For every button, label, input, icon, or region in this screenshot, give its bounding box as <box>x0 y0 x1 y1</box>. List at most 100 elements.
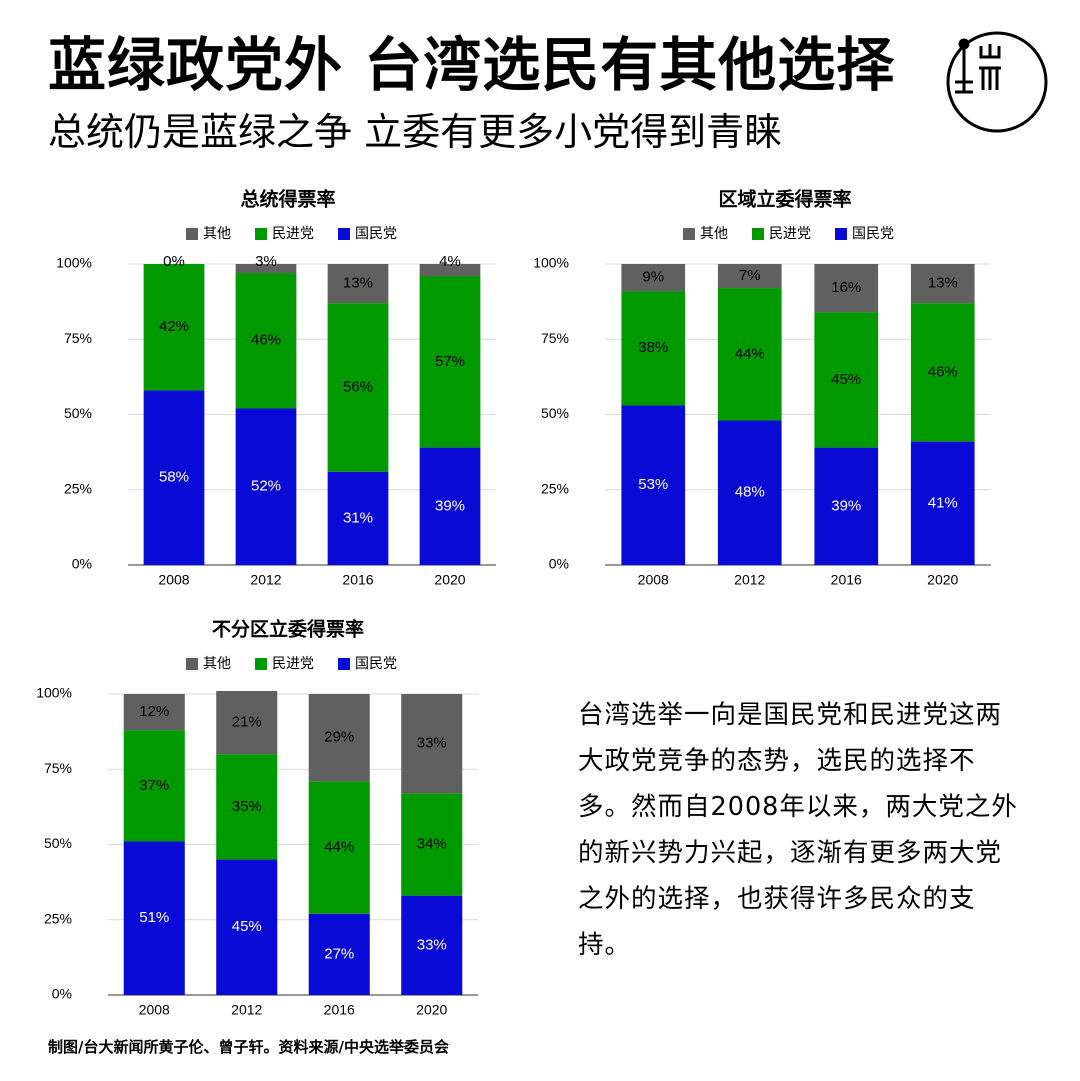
y-tick-label: 0% <box>549 556 569 572</box>
bar-segment-other <box>401 694 463 794</box>
bar-segment-other <box>123 694 185 731</box>
data-label-kmt: 31% <box>343 509 373 526</box>
y-tick-label: 25% <box>64 480 92 496</box>
y-tick-label: 0% <box>52 986 72 1002</box>
bar-segment-other <box>327 264 389 304</box>
x-tick-label: 2016 <box>342 572 373 588</box>
data-label-other: 13% <box>343 275 373 292</box>
data-label-kmt: 41% <box>928 494 958 511</box>
y-tick-label: 50% <box>44 835 72 851</box>
bar-segment-other <box>419 264 481 277</box>
data-label-other: 33% <box>417 735 447 752</box>
data-label-other: 29% <box>324 729 354 746</box>
data-label-kmt: 58% <box>159 469 189 486</box>
x-tick-label: 2008 <box>139 1002 170 1018</box>
bar-segment-dpp <box>216 754 278 860</box>
bar-segment-kmt <box>401 895 463 995</box>
data-label-other: 4% <box>439 253 461 270</box>
data-label-dpp: 44% <box>324 838 354 855</box>
y-tick-label: 25% <box>44 910 72 926</box>
bar-segment-kmt <box>235 408 297 565</box>
x-tick-label: 2008 <box>158 572 189 588</box>
bar-segment-dpp <box>621 291 686 406</box>
legend-label-kmt: 国民党 <box>852 226 894 242</box>
bar-segment-other <box>910 264 975 304</box>
data-label-dpp: 56% <box>343 378 373 395</box>
data-label-other: 3% <box>255 253 277 270</box>
duan-media-logo-icon <box>945 30 1049 134</box>
bar-segment-other <box>235 264 297 274</box>
bar-segment-dpp <box>910 303 975 442</box>
data-label-dpp: 46% <box>251 332 281 349</box>
bar-segment-dpp <box>235 273 297 409</box>
bar-segment-other <box>216 690 278 755</box>
bar-segment-kmt <box>717 420 782 565</box>
data-label-other: 16% <box>831 279 861 296</box>
data-label-dpp: 46% <box>928 363 958 380</box>
page-subtitle: 总统仍是蓝绿之争 立委有更多小党得到青睐 <box>48 110 783 154</box>
bar-segment-dpp <box>123 730 185 842</box>
data-label-kmt: 27% <box>324 945 354 962</box>
legend-swatch-kmt <box>338 658 350 670</box>
bar-segment-other <box>308 694 370 782</box>
data-label-dpp: 35% <box>232 798 262 815</box>
source-credit: 制图/台大新闻所黄子伦、曾子轩。资料来源/中央选举委员会 <box>48 1038 449 1056</box>
bar-segment-dpp <box>419 276 481 448</box>
x-tick-label: 2012 <box>250 572 281 588</box>
presidential-vote-share-chart: 总统得票率 其他 民进党 国民党 0% 25% 50% 75% 100% 58% 42% 0% 2008… <box>48 178 518 598</box>
data-label-other: 21% <box>232 714 262 731</box>
legend-swatch-dpp <box>752 228 764 240</box>
data-label-other: 7% <box>739 267 761 284</box>
x-tick-label: 2012 <box>734 572 765 588</box>
data-label-kmt: 33% <box>417 936 447 953</box>
legend-swatch-dpp <box>255 228 267 240</box>
data-label-dpp: 44% <box>735 345 765 362</box>
y-tick-label: 50% <box>541 405 569 421</box>
bar-segment-kmt <box>143 390 205 565</box>
bar-segment-other <box>814 264 879 313</box>
party-list-legislator-vote-share-chart: 不分区立委得票率 其他 民进党 国民党 0% 25% 50% 75% 100% 51% 37% 12%… <box>36 608 518 1028</box>
legend-swatch-other <box>683 228 695 240</box>
bar-segment-dpp <box>327 303 389 472</box>
chart-title: 不分区立委得票率 <box>212 618 364 641</box>
bar-segment-kmt <box>910 441 975 565</box>
legend-swatch-dpp <box>255 658 267 670</box>
bar-segment-dpp <box>143 264 205 391</box>
y-tick-label: 25% <box>541 480 569 496</box>
bar-segment-dpp <box>308 781 370 914</box>
data-label-other: 13% <box>928 275 958 292</box>
data-label-kmt: 45% <box>232 918 262 935</box>
bar-segment-kmt <box>621 405 686 565</box>
data-label-dpp: 37% <box>139 777 169 794</box>
bar-segment-kmt <box>814 447 879 565</box>
bar-segment-other <box>621 264 686 292</box>
legend-swatch-other <box>186 658 198 670</box>
bar-segment-other <box>717 264 782 289</box>
legend-label-other: 其他 <box>203 656 231 672</box>
bar-segment-dpp <box>814 312 879 448</box>
y-tick-label: 75% <box>44 760 72 776</box>
legend-label-other: 其他 <box>203 226 231 242</box>
bar-segment-dpp <box>401 793 463 896</box>
legend-label-dpp: 民进党 <box>769 226 811 242</box>
bar-segment-kmt <box>419 447 481 565</box>
data-label-dpp: 34% <box>417 835 447 852</box>
chart-title: 区域立委得票率 <box>718 188 851 211</box>
legend-label-kmt: 国民党 <box>355 226 397 242</box>
description-text: 台湾选举一向是国民党和民进党这两大政党竞争的态势，选民的选择不多。然而自2008… <box>578 700 1018 960</box>
y-tick-label: 100% <box>533 255 569 271</box>
chart-title: 总统得票率 <box>240 188 335 211</box>
bar-segment-kmt <box>216 859 278 995</box>
data-label-kmt: 39% <box>435 497 465 514</box>
x-tick-label: 2016 <box>831 572 862 588</box>
data-label-kmt: 48% <box>735 484 765 501</box>
y-tick-label: 0% <box>72 556 92 572</box>
bar-segment-kmt <box>123 841 185 995</box>
x-tick-label: 2020 <box>927 572 958 588</box>
x-tick-label: 2016 <box>324 1002 355 1018</box>
x-tick-label: 2020 <box>434 572 465 588</box>
legend-label-dpp: 民进党 <box>272 656 314 672</box>
data-label-kmt: 51% <box>139 909 169 926</box>
